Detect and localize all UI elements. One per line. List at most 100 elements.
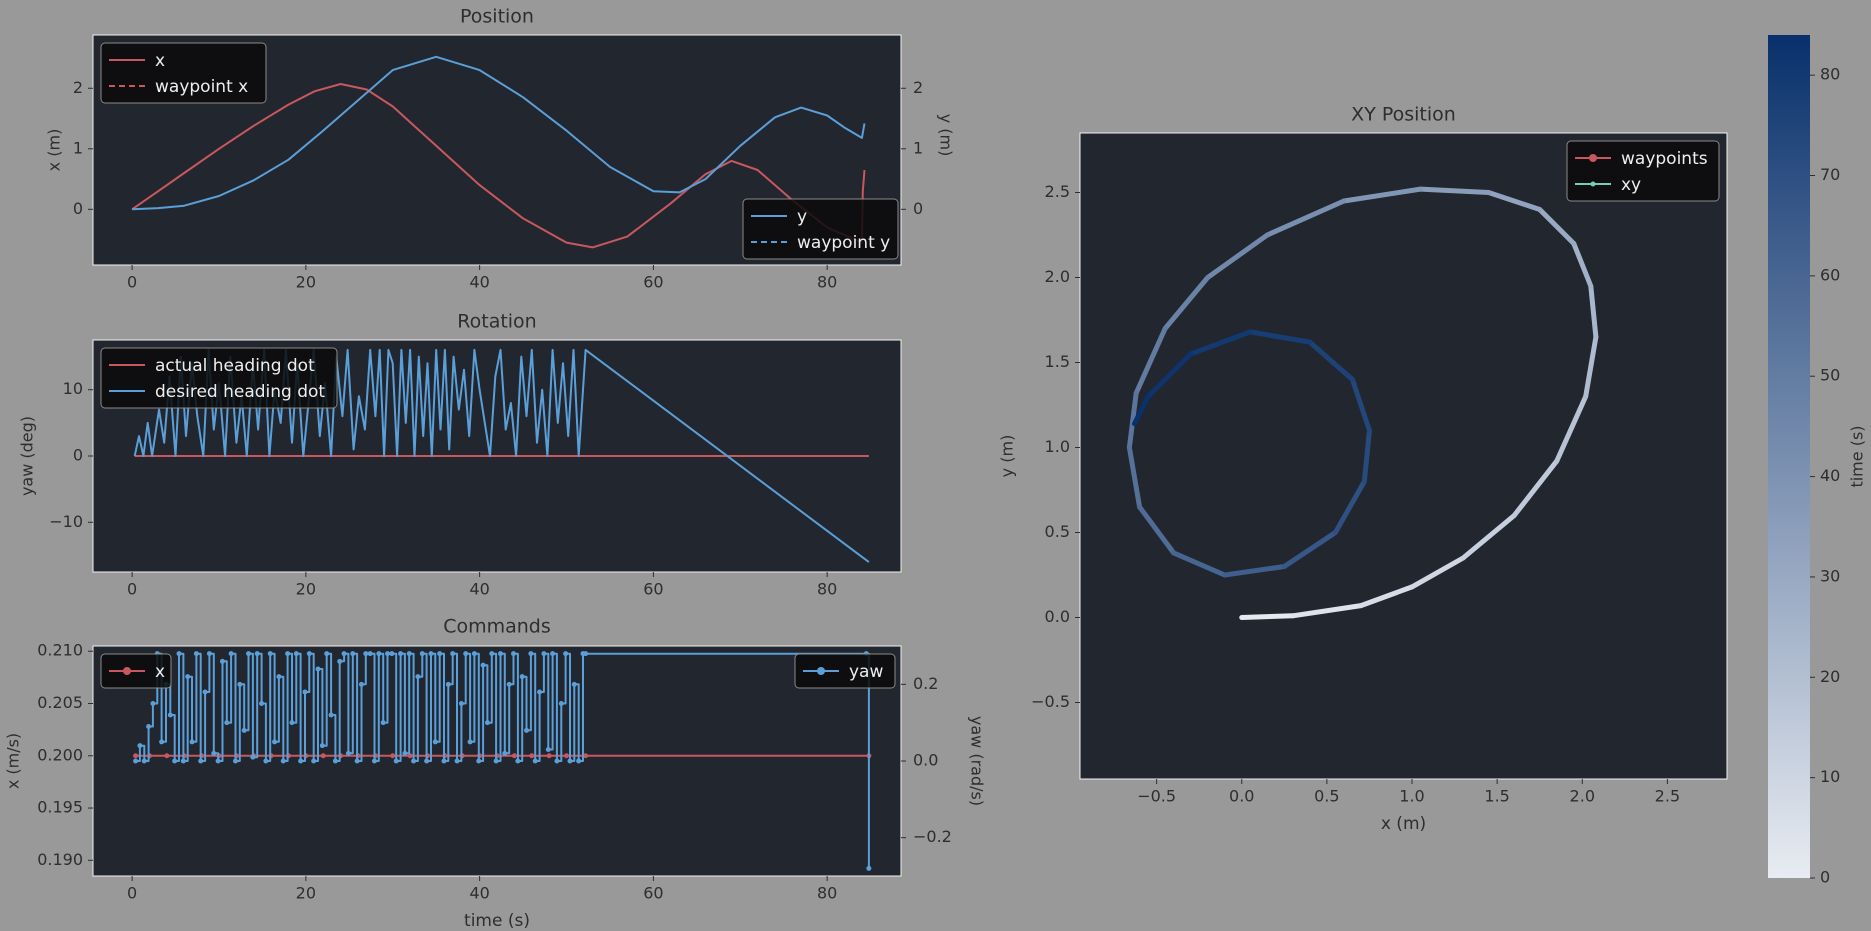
legend-rotation: actual heading dot desired heading dot (100, 347, 338, 409)
trajectory-segment (1126, 390, 1139, 450)
series-marker-x (511, 753, 517, 759)
chart-title-rotation: Rotation (457, 311, 536, 333)
series-marker-yaw (515, 758, 521, 764)
series-marker-x (390, 753, 396, 759)
series-marker-yaw (528, 651, 534, 657)
y-right-axis-label-position: y (m) (937, 114, 956, 157)
series-marker-yaw (576, 758, 582, 764)
x-tick-label-position: 80 (817, 273, 837, 292)
y-tick-label-commands: 0.200 (37, 745, 83, 764)
colorbar-tick-label: 0 (1820, 868, 1830, 887)
series-marker-yaw (176, 651, 182, 657)
trajectory-segment (1511, 458, 1560, 518)
trajectory-segment (1571, 241, 1594, 289)
series-marker-yaw (219, 658, 225, 664)
y-tick-label-xy: 1.0 (1045, 437, 1070, 456)
series-marker-yaw (358, 681, 364, 687)
series-marker-yaw (545, 747, 551, 752)
x-tick-label-xy: 1.0 (1399, 787, 1424, 806)
trajectory-segment (1188, 329, 1253, 357)
legend-label-position-right: waypoint y (797, 233, 890, 253)
trajectory-segment (1171, 550, 1228, 578)
trajectory-segment (1290, 603, 1364, 619)
x-tick-label-position: 40 (469, 273, 489, 292)
trajectory-segment (1133, 326, 1168, 396)
legend-box-commands-right (794, 653, 896, 689)
colorbar-tick-label: 40 (1820, 466, 1840, 485)
series-marker-yaw (172, 758, 178, 764)
series-marker-yaw (150, 701, 156, 706)
trajectory-segment (1247, 329, 1313, 345)
legend-commands-left: x (100, 653, 172, 689)
y-tick-label-commands: 0.195 (37, 798, 83, 817)
legend-marker-xy (1589, 154, 1597, 162)
series-marker-yaw (267, 651, 273, 657)
series-marker-yaw (550, 651, 556, 657)
x-tick-label-position: 0 (127, 273, 137, 292)
legend-label-xy: xy (1621, 175, 1641, 195)
series-marker-yaw (311, 758, 317, 764)
legend-label-rotation: actual heading dot (155, 356, 315, 376)
legend-box-xy (1566, 140, 1720, 202)
y-tick-label-position: 2 (73, 78, 83, 97)
trajectory-segment (1486, 190, 1543, 212)
right-axis-commands: −0.2 0.0 0.2 (901, 674, 952, 846)
x-tick-label-commands: 20 (296, 884, 316, 903)
y-tick-label-xy: 0.5 (1045, 522, 1070, 541)
y-axis-label-xy: y (m) (998, 435, 1017, 478)
series-marker-yaw (206, 651, 212, 657)
series-marker-yaw (463, 651, 469, 657)
series-marker-yaw (272, 739, 278, 745)
colorbar-tick-label: 50 (1820, 366, 1840, 385)
y-tick-label-commands: 0.205 (37, 693, 83, 712)
legend-marker-commands-right (817, 667, 825, 675)
series-marker-x (546, 753, 552, 759)
colorbar (1768, 35, 1810, 878)
series-marker-yaw (406, 651, 412, 657)
y-tick-label-xy: −0.5 (1031, 692, 1070, 711)
y-tick-label-xy: 1.5 (1045, 352, 1070, 371)
series-marker-yaw (567, 758, 573, 764)
series-marker-x (320, 753, 326, 759)
series-marker-yaw (363, 651, 369, 657)
axes-rotation: Rotation 0 20 40 60 80 −10 0 10 actual heading do… (49, 311, 902, 599)
series-marker-yaw (511, 651, 517, 657)
series-marker-yaw (866, 865, 872, 871)
series-marker-yaw (506, 681, 512, 687)
chart-title-position: Position (460, 6, 534, 28)
series-marker-yaw (480, 662, 486, 668)
series-marker-yaw (493, 758, 499, 764)
series-marker-yaw (571, 681, 577, 687)
series-marker-yaw (241, 727, 247, 733)
series-marker-yaw (276, 674, 282, 680)
series-marker-yaw (471, 651, 477, 657)
y-tick-label-position: 1 (73, 138, 83, 157)
trajectory-segment (1239, 613, 1296, 620)
x-tick-label-rotation: 60 (643, 580, 663, 599)
series-marker-x (133, 753, 139, 759)
series-marker-yaw (393, 758, 399, 764)
series-marker-yaw (289, 720, 295, 726)
x-tick-label-commands: 60 (643, 884, 663, 903)
series-marker-yaw (445, 681, 451, 687)
legend-box-position-right (742, 198, 899, 260)
series-marker-yaw (424, 758, 430, 764)
series-marker-x (164, 753, 170, 759)
series-marker-yaw (476, 758, 482, 764)
series-marker-yaw (228, 651, 234, 657)
series-marker-yaw (198, 758, 204, 764)
series-marker-yaw (415, 674, 421, 680)
series-marker-yaw (319, 743, 325, 749)
axes-xy: XY Position −0.5 0.0 0.5 1.0 1.5 2.0 2.5 −0.5 0.0… (1031, 104, 1728, 806)
trajectory-segment (1554, 394, 1589, 464)
x-tick-label-xy: −0.5 (1137, 787, 1176, 806)
x-tick-label-position: 20 (296, 273, 316, 292)
series-marker-yaw (554, 758, 560, 764)
legend-marker-xy (1590, 181, 1596, 187)
legend-commands-right: yaw (794, 653, 896, 689)
series-marker-yaw (324, 651, 330, 657)
trajectory-segment (1307, 339, 1355, 382)
legend-position-right: y waypoint y (742, 198, 899, 260)
